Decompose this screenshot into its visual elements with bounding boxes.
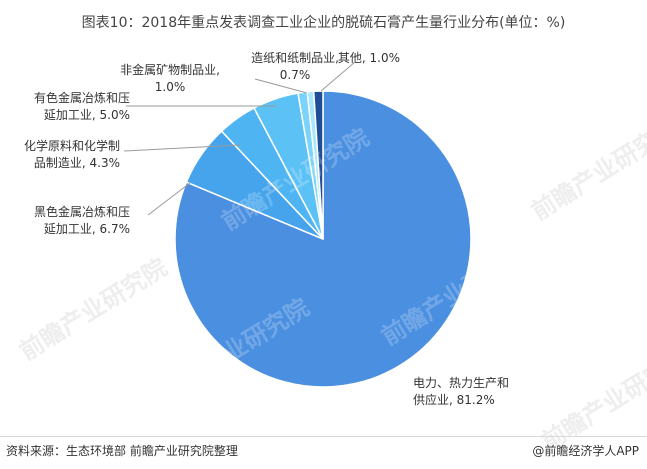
- slice-label-line: 1.0%: [95, 79, 245, 96]
- slice-label-line: 有色金属冶炼和压: [2, 90, 130, 107]
- slice-value: , 6.7%: [91, 222, 130, 236]
- slice-name: 供应业: [413, 393, 450, 407]
- leader-line: [320, 61, 356, 92]
- slice-value: , 81.2%: [449, 393, 495, 407]
- slice-name: 造纸和纸制品业: [251, 51, 336, 65]
- slice-value: , 1.0%: [361, 51, 400, 65]
- source-note: 资料来源：生态环境部 前瞻产业研究院整理: [6, 444, 238, 458]
- slice-name: 延加工业: [43, 222, 92, 236]
- leader-line: [147, 182, 191, 216]
- slice-value: , 5.0%: [91, 108, 130, 122]
- footer-divider: [0, 436, 647, 437]
- slice-name: 品制造业: [33, 156, 82, 170]
- slice-name: 黑色金属冶炼和压: [33, 205, 130, 219]
- leader-line: [254, 78, 308, 94]
- slice-label-line: 电力、热力生产和: [413, 375, 573, 392]
- slice-value: , 4.3%: [81, 156, 120, 170]
- slice-name: 化学原料和化学制: [23, 139, 120, 153]
- slice-label-line: 造纸和纸制品业,: [251, 51, 339, 65]
- slice-label-line: 化学原料和化学制: [2, 138, 120, 155]
- slice-value: 1.0%: [154, 80, 186, 94]
- slice-label: 非金属矿物制品业, 1.0%: [95, 62, 245, 96]
- slice-label-line: 其他, 1.0%: [330, 50, 400, 67]
- slice-name: 其他: [337, 51, 362, 65]
- slice-label-line: 延加工业, 6.7%: [2, 221, 130, 238]
- slice-name: 延加工业: [43, 108, 92, 122]
- pie-slice: [312, 90, 324, 240]
- brand-mark: @前瞻经济学人APP: [532, 444, 639, 458]
- slice-label-line: 非金属矿物制品业,: [120, 63, 220, 77]
- slice-label-line: 品制造业, 4.3%: [2, 155, 120, 172]
- slice-label: 黑色金属冶炼和压延加工业, 6.7%: [2, 204, 130, 238]
- slice-label-line: 延加工业, 5.0%: [2, 107, 130, 124]
- leader-line: [123, 144, 241, 152]
- slice-label: 化学原料和化学制品制造业, 4.3%: [2, 138, 120, 172]
- slice-label-line: 黑色金属冶炼和压: [2, 204, 130, 221]
- slice-label-line: 0.7%: [245, 67, 345, 84]
- chart-title: 图表10：2018年重点发表调查工业企业的脱硫石膏产生量行业分布(单位：%): [81, 15, 566, 31]
- slice-label: 造纸和纸制品业, 0.7%: [245, 50, 345, 84]
- slice-value: 0.7%: [279, 68, 311, 82]
- slice-label: 其他, 1.0%: [330, 50, 400, 67]
- slice-label: 电力、热力生产和 供应业, 81.2%: [413, 375, 573, 409]
- slice-name: 有色金属冶炼和压: [33, 91, 130, 105]
- slice-label: 有色金属冶炼和压延加工业, 5.0%: [2, 90, 130, 124]
- slice-name: 电力、热力生产和: [413, 376, 510, 390]
- slice-name: 非金属矿物制品业: [120, 63, 217, 77]
- slice-label-line: 供应业, 81.2%: [413, 392, 573, 409]
